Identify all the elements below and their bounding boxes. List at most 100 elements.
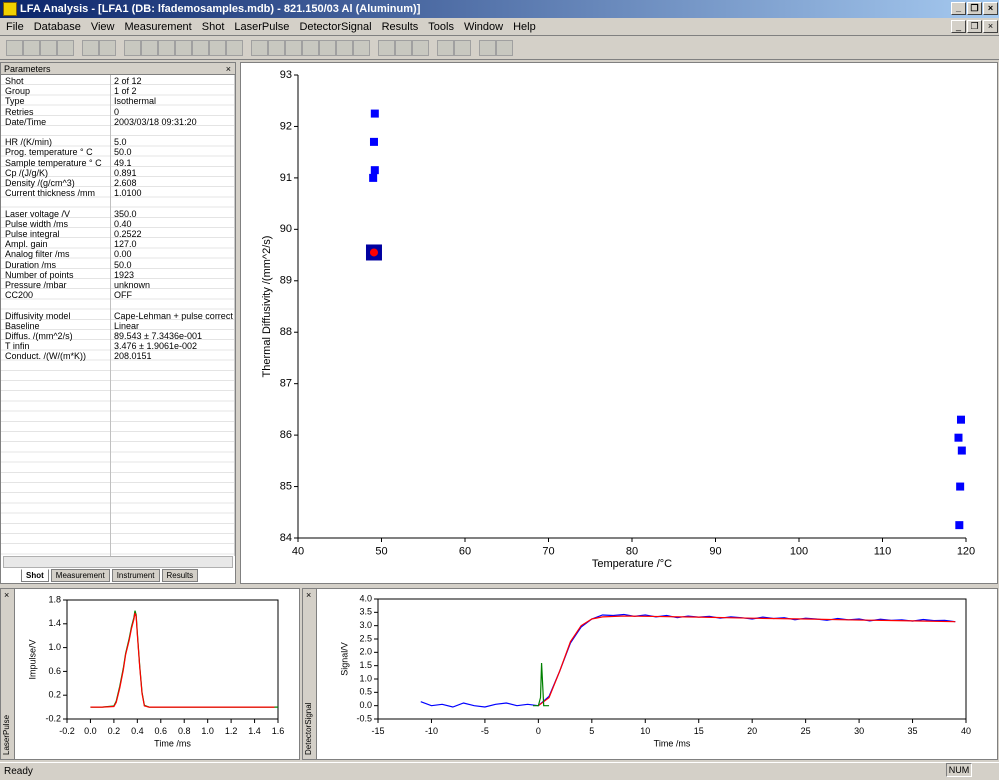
toolbar-button[interactable] [57,40,74,56]
y-tick-label: -0.2 [45,713,61,723]
series-line [538,615,956,707]
param-name: Pressure /mbar [5,280,67,290]
menu-item[interactable]: DetectorSignal [299,21,372,33]
param-name: Shot [5,76,24,86]
panel-title: Parameters [4,64,51,74]
param-value: 50.0 [114,259,132,270]
toolbar-button[interactable] [158,40,175,56]
menu-item[interactable]: Results [381,21,419,33]
y-tick-label: 86 [280,429,292,441]
mdi-close[interactable]: × [983,20,998,33]
x-tick-label: 10 [640,726,650,736]
toolbar-button[interactable] [395,40,412,56]
toolbar-button[interactable] [479,40,496,56]
restore[interactable]: ❐ [967,2,982,15]
plot-frame [377,598,967,720]
x-tick-label: 120 [957,545,975,557]
y-tick-label: 93 [280,69,292,81]
point [369,173,378,182]
toolbar-button[interactable] [23,40,40,56]
panel-header: Parameters × [1,63,235,75]
title-bar: LFA Analysis - [LFA1 (DB: lfademosamples… [0,0,999,18]
menu-item[interactable]: Window [463,21,504,33]
toolbar-button[interactable] [285,40,302,56]
y-tick-label: 89 [280,275,292,287]
num-indicator: NUM [946,763,972,777]
toolbar-button[interactable] [496,40,513,56]
x-tick-label: 80 [626,545,638,557]
toolbar-button[interactable] [192,40,209,56]
y-tick-label: 0.2 [48,690,61,700]
param-value: OFF [114,290,132,301]
toolbar-button[interactable] [226,40,243,56]
panel-close[interactable]: × [306,590,312,600]
y-tick-label: 92 [280,120,292,132]
menu-item[interactable]: View [90,21,115,33]
x-tick-label: -5 [481,726,489,736]
point [370,166,379,175]
menu-item[interactable]: Measurement [124,21,192,33]
x-tick-label: 60 [459,545,471,557]
param-name: Analog filter /ms [5,249,70,260]
toolbar-button[interactable] [99,40,116,56]
tab[interactable]: Results [161,569,199,582]
param-value: 1.0100 [114,188,142,199]
toolbar-button[interactable] [454,40,471,56]
x-tick-label: 40 [292,545,304,557]
point [954,433,963,442]
diffusivity-chart-panel [240,62,998,584]
toolbar-button[interactable] [124,40,141,56]
tab[interactable]: Instrument [111,569,160,582]
minimize[interactable]: _ [951,2,966,15]
toolbar-button[interactable] [302,40,319,56]
param-name: Cp /(J/g/K) [5,167,49,178]
tab[interactable]: Shot [21,569,49,582]
menu-item[interactable]: Help [513,21,536,33]
toolbar-button[interactable] [251,40,268,56]
laser-pulse-panel: × LaserPulse [0,588,300,760]
menu-item[interactable]: LaserPulse [234,21,290,33]
param-value: 1923 [114,269,135,280]
mdi-restore[interactable]: ❐ [967,20,982,33]
param-value: 89.543 ± 7.3436e-001 [114,331,203,341]
y-tick-label: 1.4 [48,618,61,628]
toolbar-button[interactable] [6,40,23,56]
menu-item[interactable]: File [6,21,24,33]
param-name: Sample temperature ° C [5,157,102,168]
toolbar-button[interactable] [268,40,285,56]
param-name: Diffus. /(mm^2/s) [5,331,73,341]
param-value: Linear [114,320,140,331]
toolbar-button[interactable] [412,40,429,56]
panel-close[interactable]: × [4,590,10,600]
x-tick-label: 25 [801,726,811,736]
param-name: Conduct. /(W/(m*K)) [5,351,87,362]
toolbar-button[interactable] [141,40,158,56]
param-value: 208.0151 [114,351,152,362]
y-tick-label: 0.5 [359,687,372,697]
toolbar-button[interactable] [437,40,454,56]
menu-item[interactable]: Shot [201,21,225,33]
toolbar-button[interactable] [336,40,353,56]
toolbar-button[interactable] [175,40,192,56]
toolbar-button[interactable] [40,40,57,56]
h-scrollbar[interactable] [3,556,233,568]
x-tick-label: 15 [694,726,704,736]
mdi-minimize[interactable]: _ [951,20,966,33]
close[interactable]: × [983,2,998,15]
plot-frame [66,599,279,720]
param-value: 2.608 [114,178,137,188]
toolbar-button[interactable] [82,40,99,56]
panel-close[interactable]: × [225,64,231,74]
y-tick-label: 0.6 [48,666,61,676]
y-tick-label: 1.5 [359,660,372,670]
y-tick-label: 1.8 [48,594,61,604]
tab[interactable]: Measurement [50,569,110,582]
toolbar-button[interactable] [319,40,336,56]
y-axis-label: Impulse/V [27,639,37,679]
toolbar-button[interactable] [209,40,226,56]
toolbar-button[interactable] [378,40,395,56]
menu-item[interactable]: Database [33,21,81,33]
toolbar-button[interactable] [353,40,370,56]
menu-item[interactable]: Tools [428,21,454,33]
